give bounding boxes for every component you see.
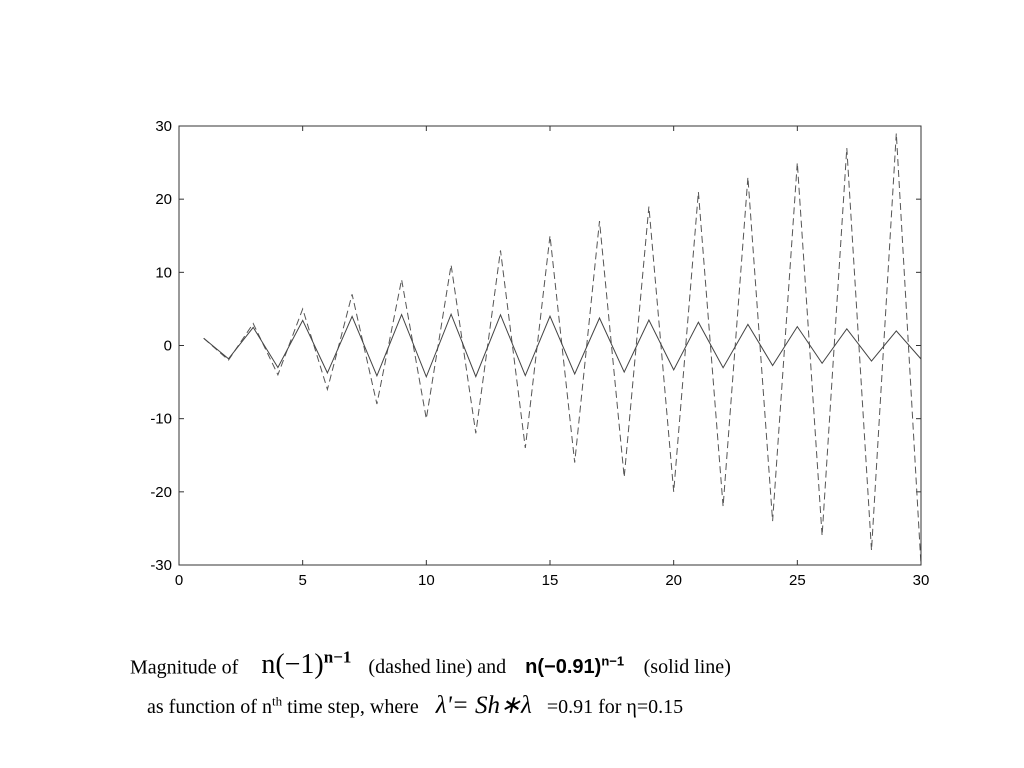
caption-line-1: Magnitude of n(−1)n−1 (dashed line) and … — [130, 648, 731, 681]
x-tick-label: 0 — [175, 572, 183, 589]
x-tick-label: 15 — [542, 572, 559, 589]
x-tick-label: 30 — [913, 572, 930, 589]
chart: 0 5 10 15 20 25 30 30 20 10 0 -10 -20 -30 — [150, 118, 929, 589]
series-line-dashed — [203, 133, 922, 566]
x-tick-label: 10 — [418, 572, 435, 589]
x-tick-label: 25 — [789, 572, 806, 589]
series-layer — [203, 133, 922, 566]
y-tick-label: -20 — [150, 484, 172, 501]
caption-line-2: as function of nth time step, where λ'= … — [147, 690, 683, 720]
equation-lambda: λ'= Sh∗λ — [435, 692, 532, 719]
y-tick-label: 0 — [164, 338, 172, 355]
plot-frame — [178, 125, 922, 566]
y-tick-label: 20 — [155, 191, 172, 208]
series-line-solid — [203, 312, 922, 379]
caption-line2-sup: th — [271, 693, 283, 709]
y-tick-label: -30 — [150, 557, 172, 574]
y-tick-label: -10 — [150, 411, 172, 428]
equation-solid: n(−0.91)n−1 — [525, 653, 629, 679]
caption-line2-suffix: =0.91 for η=0.15 — [546, 696, 684, 718]
y-tick-label: 30 — [155, 118, 172, 135]
x-tick-label: 5 — [298, 572, 306, 589]
y-tick-label: 10 — [155, 264, 172, 281]
equation-dashed-exp: n−1 — [323, 648, 352, 667]
caption-prefix: Magnitude of — [130, 656, 239, 679]
caption-suffix: (solid line) — [643, 656, 731, 679]
x-tick-label: 20 — [665, 572, 682, 589]
caption-line2-mid: time step, where — [282, 696, 419, 718]
tick-labels: 0 5 10 15 20 25 30 30 20 10 0 -10 -20 -30 — [150, 118, 929, 589]
caption-mid: (dashed line) and — [368, 656, 507, 679]
equation-solid-base: n(−0.91) — [525, 656, 602, 679]
equation-dashed-base: n(−1) — [261, 649, 324, 681]
equation-dashed: n(−1)n−1 — [261, 648, 358, 681]
caption-line2-prefix: as function of n — [147, 696, 272, 718]
equation-solid-exp: n−1 — [601, 653, 625, 669]
